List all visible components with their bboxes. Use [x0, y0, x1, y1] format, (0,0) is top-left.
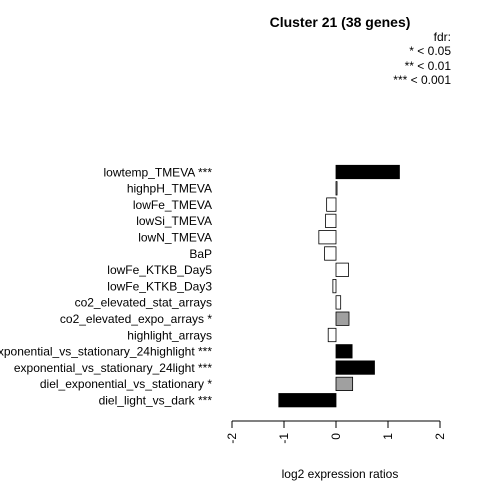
category-label: lowFe_KTKB_Day3: [107, 279, 212, 293]
x-axis: -2 -1 0 1 2: [225, 420, 447, 444]
bars: [278, 164, 400, 408]
bar: [318, 230, 337, 245]
category-label: highlight_arrays: [127, 328, 212, 342]
category-label: lowN_TMEVA: [138, 231, 212, 245]
category-label: diel_exponential_vs_stationary *: [40, 377, 212, 391]
legend-entry-3: *** < 0.001: [393, 73, 451, 87]
bar: [327, 327, 337, 343]
category-label: lowSi_TMEVA: [136, 214, 212, 228]
bar: [326, 197, 337, 212]
bar: [335, 295, 342, 310]
bar: [335, 376, 354, 392]
bar: [335, 360, 375, 375]
chart-title: Cluster 21 (38 genes): [270, 14, 411, 30]
x-tick-label: -2: [225, 433, 239, 444]
category-label: lowFe_TMEVA: [133, 198, 212, 212]
x-tick-label: 2: [433, 433, 447, 440]
legend-entry-1: * < 0.05: [409, 44, 451, 58]
category-label: highpH_TMEVA: [127, 182, 212, 196]
category-label: exponential_vs_stationary_24light ***: [14, 361, 212, 375]
x-tick-label: 0: [329, 433, 343, 440]
x-axis-label: log2 expression ratios: [282, 467, 399, 481]
bar: [332, 278, 337, 294]
bar: [335, 262, 349, 277]
bar: [325, 213, 337, 228]
category-labels: lowtemp_TMEVA *** highpH_TMEVA lowFe_TMEVA…: [0, 165, 212, 407]
category-label: co2_elevated_expo_arrays *: [60, 312, 212, 326]
legend-title: fdr:: [434, 30, 451, 44]
bar: [335, 344, 353, 359]
bar: [324, 246, 337, 261]
category-label: exponential_vs_stationary_24highlight **…: [0, 345, 212, 359]
legend: fdr: * < 0.05 ** < 0.01 *** < 0.001: [393, 30, 451, 87]
category-label: diel_light_vs_dark ***: [99, 394, 213, 408]
legend-entry-2: ** < 0.01: [405, 59, 452, 73]
category-label: co2_elevated_stat_arrays: [75, 296, 212, 310]
x-tick-label: 1: [381, 433, 395, 440]
bar: [335, 311, 350, 326]
category-label: lowFe_KTKB_Day5: [107, 263, 212, 277]
category-label: lowtemp_TMEVA ***: [104, 165, 213, 179]
bar: [278, 393, 337, 408]
x-tick-label: -1: [277, 433, 291, 444]
bar: [335, 181, 338, 196]
category-label: BaP: [189, 247, 212, 261]
bar: [335, 164, 400, 180]
